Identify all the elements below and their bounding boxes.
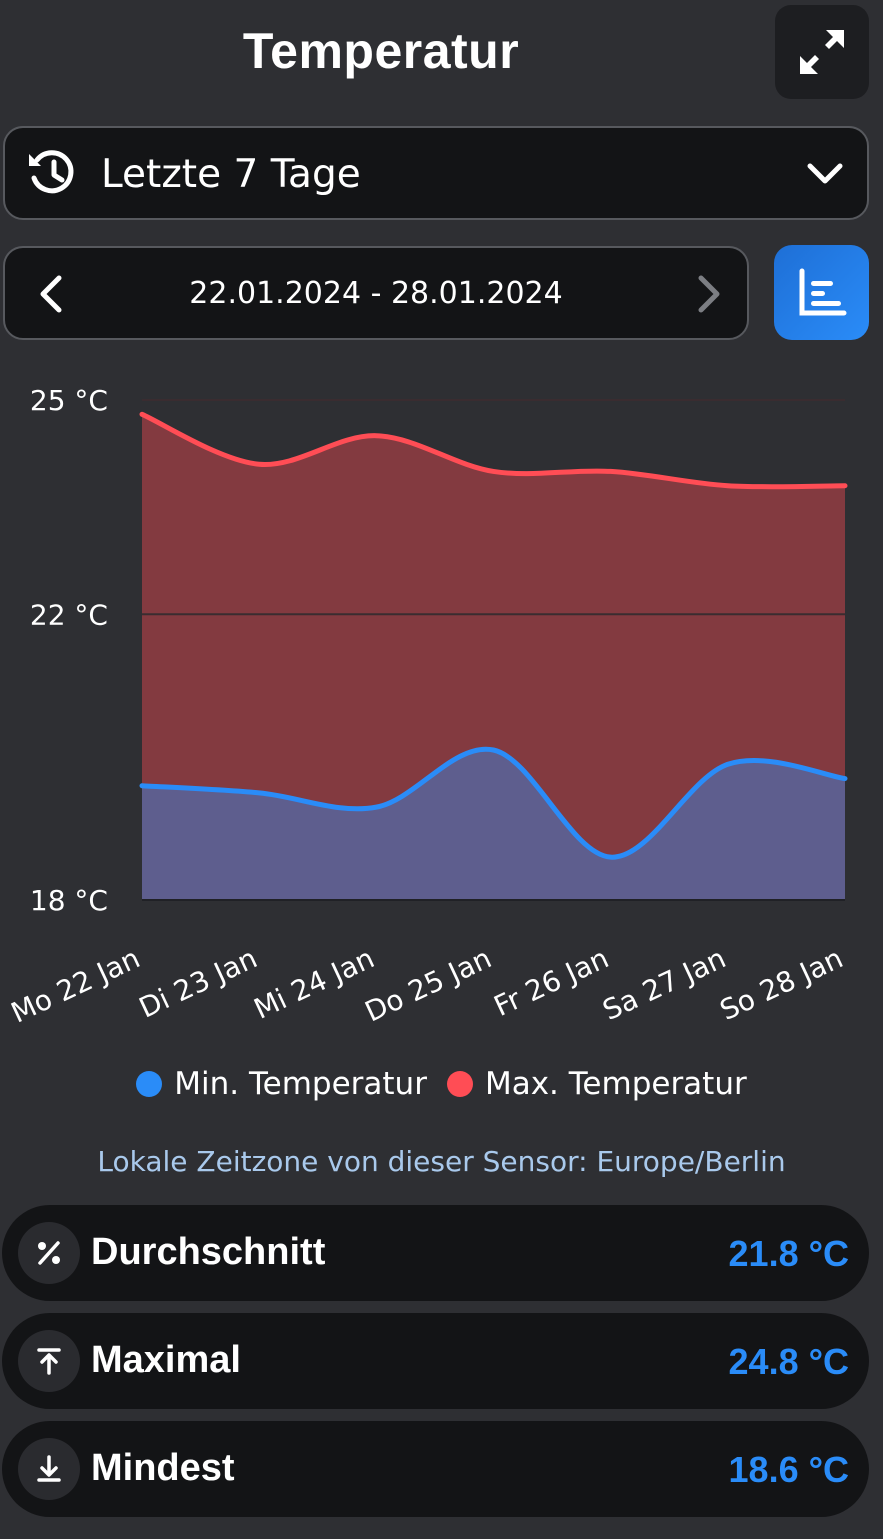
line-min[interactable]: [139, 746, 848, 860]
period-select[interactable]: Letzte 7 Tage: [3, 126, 869, 220]
stat-value: 18.6 °C: [728, 1449, 849, 1490]
timezone-note: Lokale Zeitzone von dieser Sensor: Europ…: [97, 1145, 786, 1178]
area-min: [142, 749, 845, 900]
line-max[interactable]: [139, 411, 848, 490]
page-title: Temperatur: [242, 23, 520, 79]
y-tick-label: 18 °C: [30, 884, 108, 917]
x-tick-label: Mo 22 Jan: [6, 941, 145, 1029]
stat-value: 21.8 °C: [728, 1233, 849, 1274]
legend-label-max: Max. Temperatur: [484, 1066, 747, 1102]
percent-icon: [18, 1222, 80, 1284]
chart-legend: Min. Temperatur Max. Temperatur: [0, 1066, 883, 1102]
legend-item-max[interactable]: Max. Temperatur: [446, 1066, 747, 1102]
stat-label: Maximal: [91, 1339, 241, 1381]
period-label: Letzte 7 Tage: [101, 152, 361, 197]
x-tick-label: Sa 27 Jan: [598, 941, 731, 1026]
expand-button[interactable]: [775, 5, 869, 99]
x-tick-label: Fr 26 Jan: [489, 941, 614, 1023]
stat-value: 24.8 °C: [728, 1341, 849, 1382]
y-tick-label: 22 °C: [30, 598, 108, 631]
legend-item-min[interactable]: Min. Temperatur: [136, 1066, 427, 1102]
legend-label-min: Min. Temperatur: [174, 1066, 427, 1102]
chevron-down-icon: [807, 163, 843, 184]
y-tick-label: 25 °C: [30, 384, 108, 417]
legend-dot-min: [136, 1071, 163, 1097]
chevron-left-icon[interactable]: [27, 270, 75, 318]
date-navigator: 22.01.2024 - 28.01.2024: [3, 246, 749, 340]
stat-average: Durchschnitt 21.8 °C: [2, 1205, 869, 1301]
x-tick-label: Do 25 Jan: [360, 941, 497, 1028]
area-max: [142, 414, 845, 900]
stat-label: Durchschnitt: [91, 1231, 326, 1273]
x-tick-label: Mi 24 Jan: [249, 941, 379, 1025]
x-tick-label: Di 23 Jan: [134, 941, 262, 1024]
arrow-up-to-line-icon: [18, 1330, 80, 1392]
legend-dot-max: [446, 1071, 473, 1097]
chart-icon: [799, 268, 846, 315]
chart-type-button[interactable]: [774, 245, 869, 340]
stat-label: Mindest: [91, 1447, 235, 1489]
stat-maximum: Maximal 24.8 °C: [2, 1313, 869, 1409]
x-tick-label: So 28 Jan: [715, 941, 848, 1026]
history-icon: [29, 150, 74, 194]
arrow-down-to-line-icon: [18, 1438, 80, 1500]
stat-minimum: Mindest 18.6 °C: [2, 1421, 869, 1517]
date-range-label: 22.01.2024 - 28.01.2024: [189, 276, 563, 311]
chevron-right-icon[interactable]: [685, 270, 733, 318]
expand-icon: [800, 30, 844, 74]
